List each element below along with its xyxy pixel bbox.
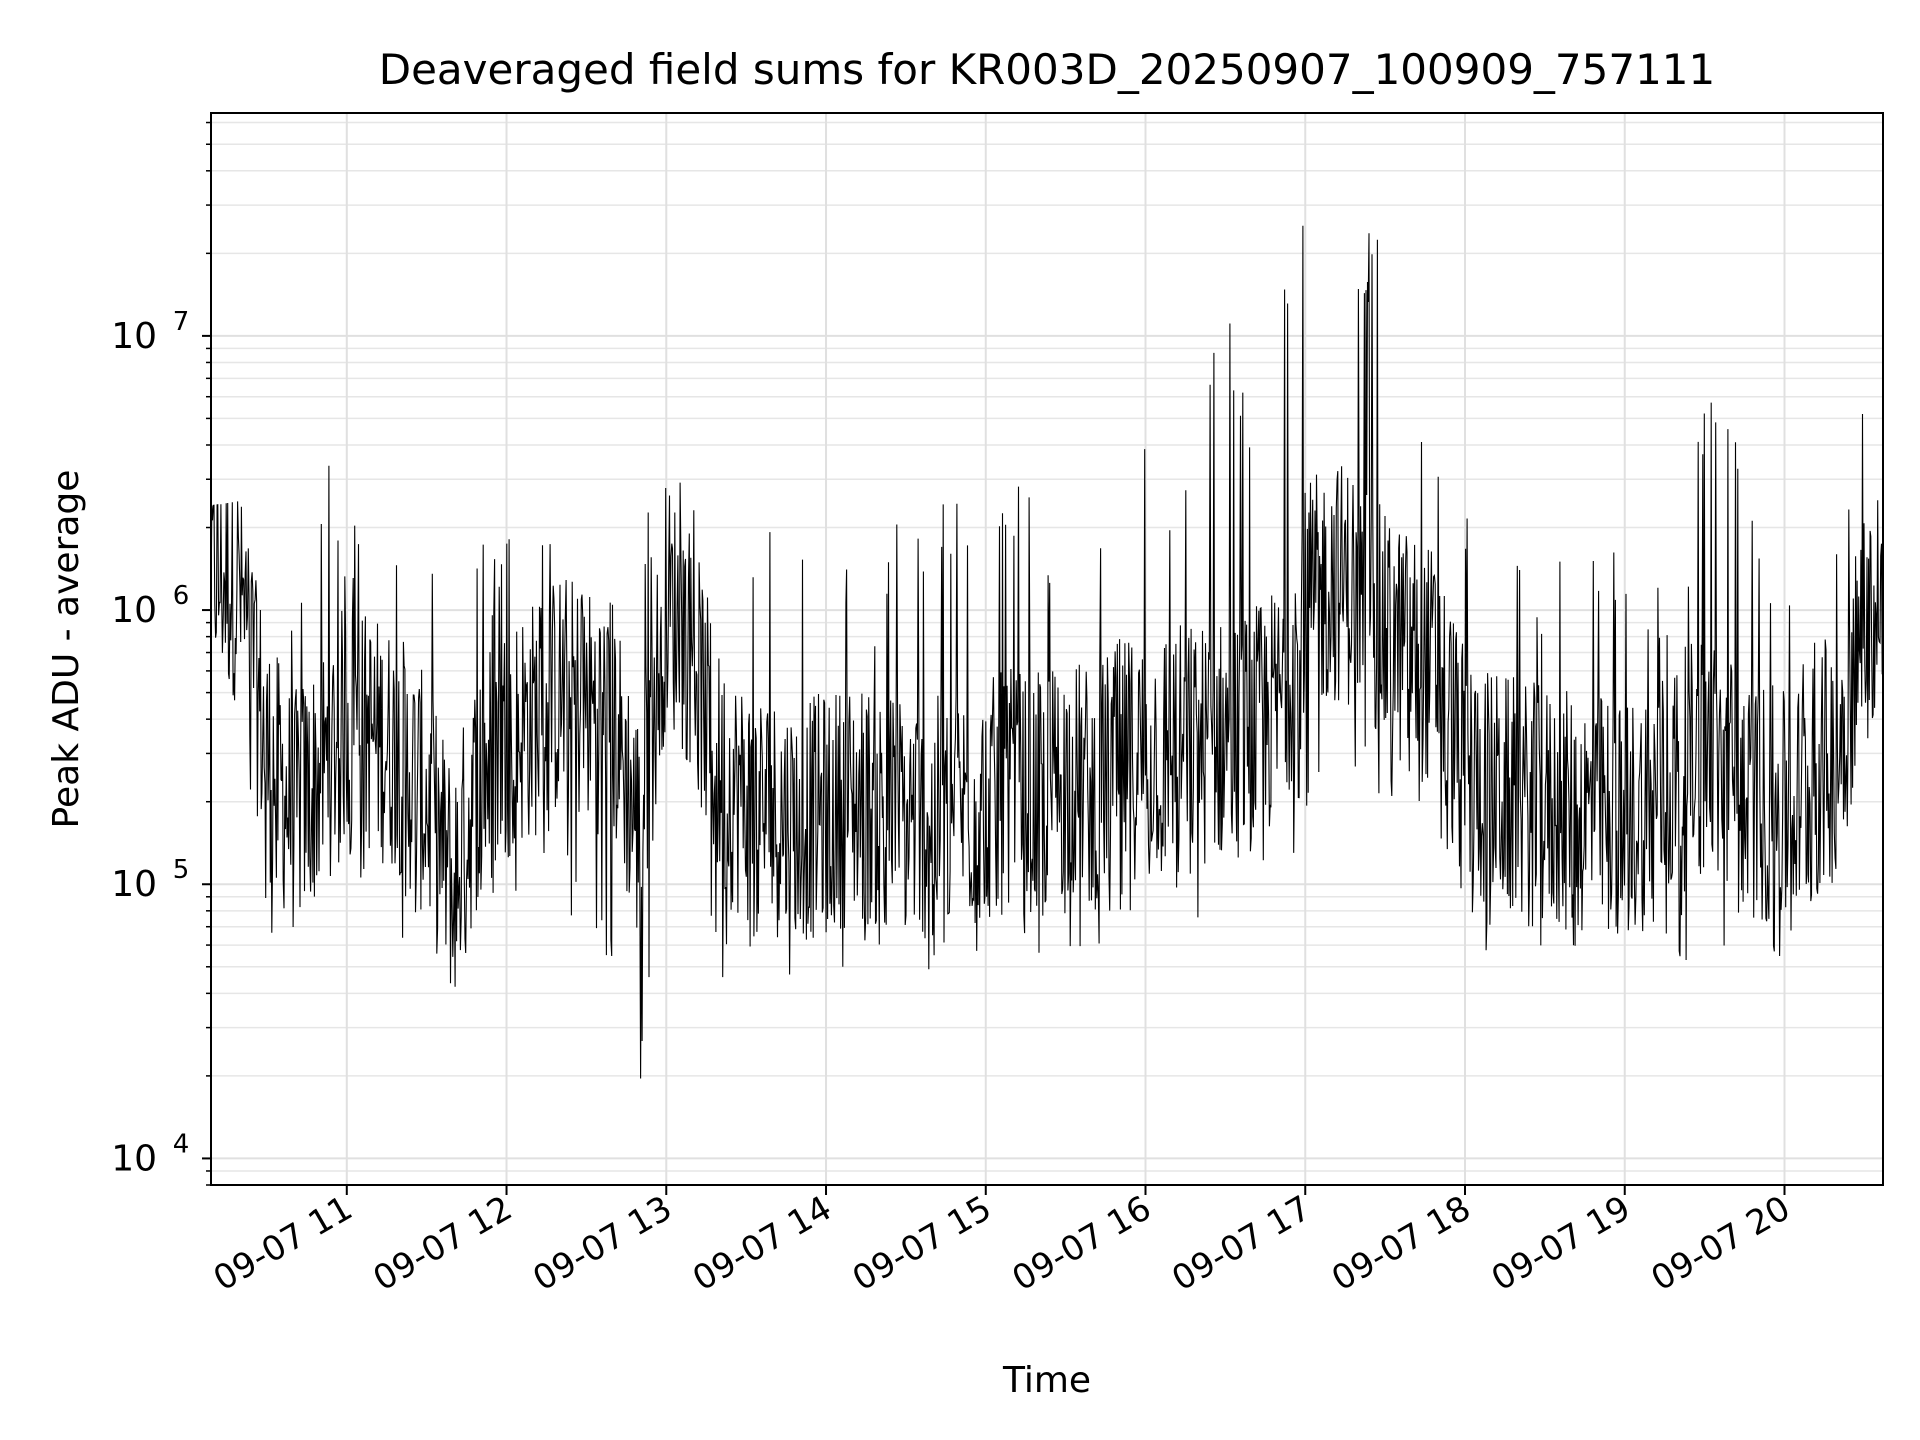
y-tick-label: 10 xyxy=(111,864,157,905)
y-axis-label: Peak ADU - average xyxy=(46,470,87,829)
x-tick-label: 09-07 19 xyxy=(1485,1188,1637,1299)
x-tick-label: 09-07 18 xyxy=(1325,1188,1477,1299)
x-axis-label: Time xyxy=(1002,1360,1091,1401)
plot-frame xyxy=(210,112,1884,1186)
plot-background xyxy=(211,113,1883,1185)
x-axis: 09-07 11 09-07 12 09-07 13 09-07 14 09-07 15… xyxy=(207,1185,1797,1299)
y-tick-label: 10 xyxy=(111,590,157,631)
series-line xyxy=(210,225,1884,1079)
y-tick-exponent: 5 xyxy=(173,855,190,885)
y-axis: 10 4 10 5 10 6 10 7 xyxy=(111,121,211,1186)
y-tick-exponent: 7 xyxy=(173,307,190,337)
x-tick-label: 09-07 20 xyxy=(1645,1188,1797,1299)
x-tick-label: 09-07 17 xyxy=(1165,1188,1317,1299)
series-plot-area xyxy=(210,225,1884,1079)
x-tick-label: 09-07 16 xyxy=(1006,1188,1158,1299)
y-tick-exponent: 6 xyxy=(173,581,190,611)
y-tick-label: 10 xyxy=(111,1138,157,1179)
x-tick-label: 09-07 13 xyxy=(526,1188,678,1299)
x-tick-label: 09-07 15 xyxy=(846,1188,998,1299)
y-tick-exponent: 4 xyxy=(173,1129,190,1159)
chart-title: Deaveraged field sums for KR003D_2025090… xyxy=(379,45,1716,94)
y-tick-label: 10 xyxy=(111,316,157,357)
x-tick-label: 09-07 14 xyxy=(686,1188,838,1299)
x-tick-label: 09-07 12 xyxy=(367,1188,519,1299)
x-tick-label: 09-07 11 xyxy=(207,1188,359,1299)
